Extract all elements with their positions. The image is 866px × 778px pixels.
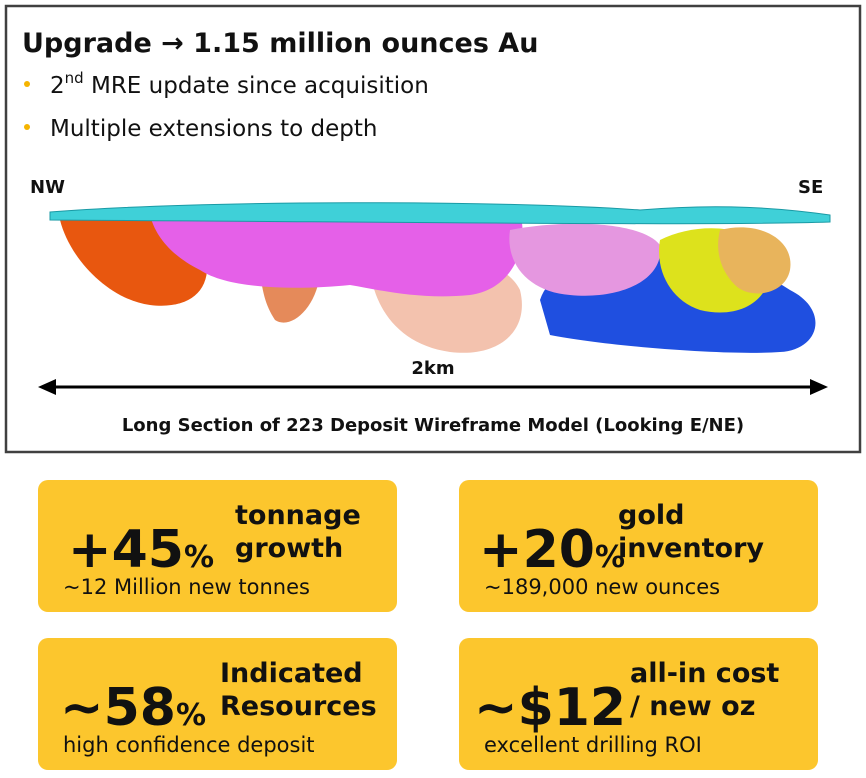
title: Upgrade → 1.15 million ounces Au <box>22 28 538 59</box>
caption: Long Section of 223 Deposit Wireframe Mo… <box>122 415 744 436</box>
bullet-dot <box>24 124 30 130</box>
nw-label: NW <box>30 177 65 198</box>
wireframe-model <box>49 202 831 353</box>
card-number: +45 <box>68 520 184 580</box>
card-sub: ~12 Million new tonnes <box>63 575 310 599</box>
card-sub: ~189,000 new ounces <box>484 575 720 599</box>
card <box>38 480 397 612</box>
card-suffix: % <box>184 540 214 575</box>
card-sub: high confidence deposit <box>63 733 315 757</box>
card-label: gold <box>618 500 684 531</box>
card-label: all-in cost <box>630 658 779 689</box>
arrow-head <box>810 379 828 395</box>
card-label: growth <box>235 533 343 564</box>
card-value: ~$12 <box>474 678 626 738</box>
card <box>459 480 818 612</box>
card-label: inventory <box>618 533 764 564</box>
card-number: +20 <box>479 520 595 580</box>
bullet: Multiple extensions to depth <box>50 116 377 142</box>
card-value: ~58% <box>60 678 206 738</box>
scale-label: 2km <box>411 358 454 379</box>
card-value: +45% <box>68 520 214 580</box>
card-label: / new oz <box>630 691 755 722</box>
arrow-head <box>38 379 56 395</box>
card-sub: excellent drilling ROI <box>484 733 702 757</box>
bullet-dot <box>24 81 30 87</box>
se-label: SE <box>798 177 823 198</box>
card <box>459 638 818 770</box>
card-value: +20% <box>479 520 625 580</box>
card-label: Indicated <box>220 658 363 689</box>
bullet: 2nd MRE update since acquisition <box>50 69 429 99</box>
card <box>38 638 397 770</box>
card-label: tonnage <box>235 500 361 531</box>
card-suffix: % <box>595 540 625 575</box>
card-label: Resources <box>220 691 377 722</box>
card-number: ~58 <box>60 678 176 738</box>
card-number: ~$12 <box>474 678 626 738</box>
card-suffix: % <box>176 698 206 733</box>
